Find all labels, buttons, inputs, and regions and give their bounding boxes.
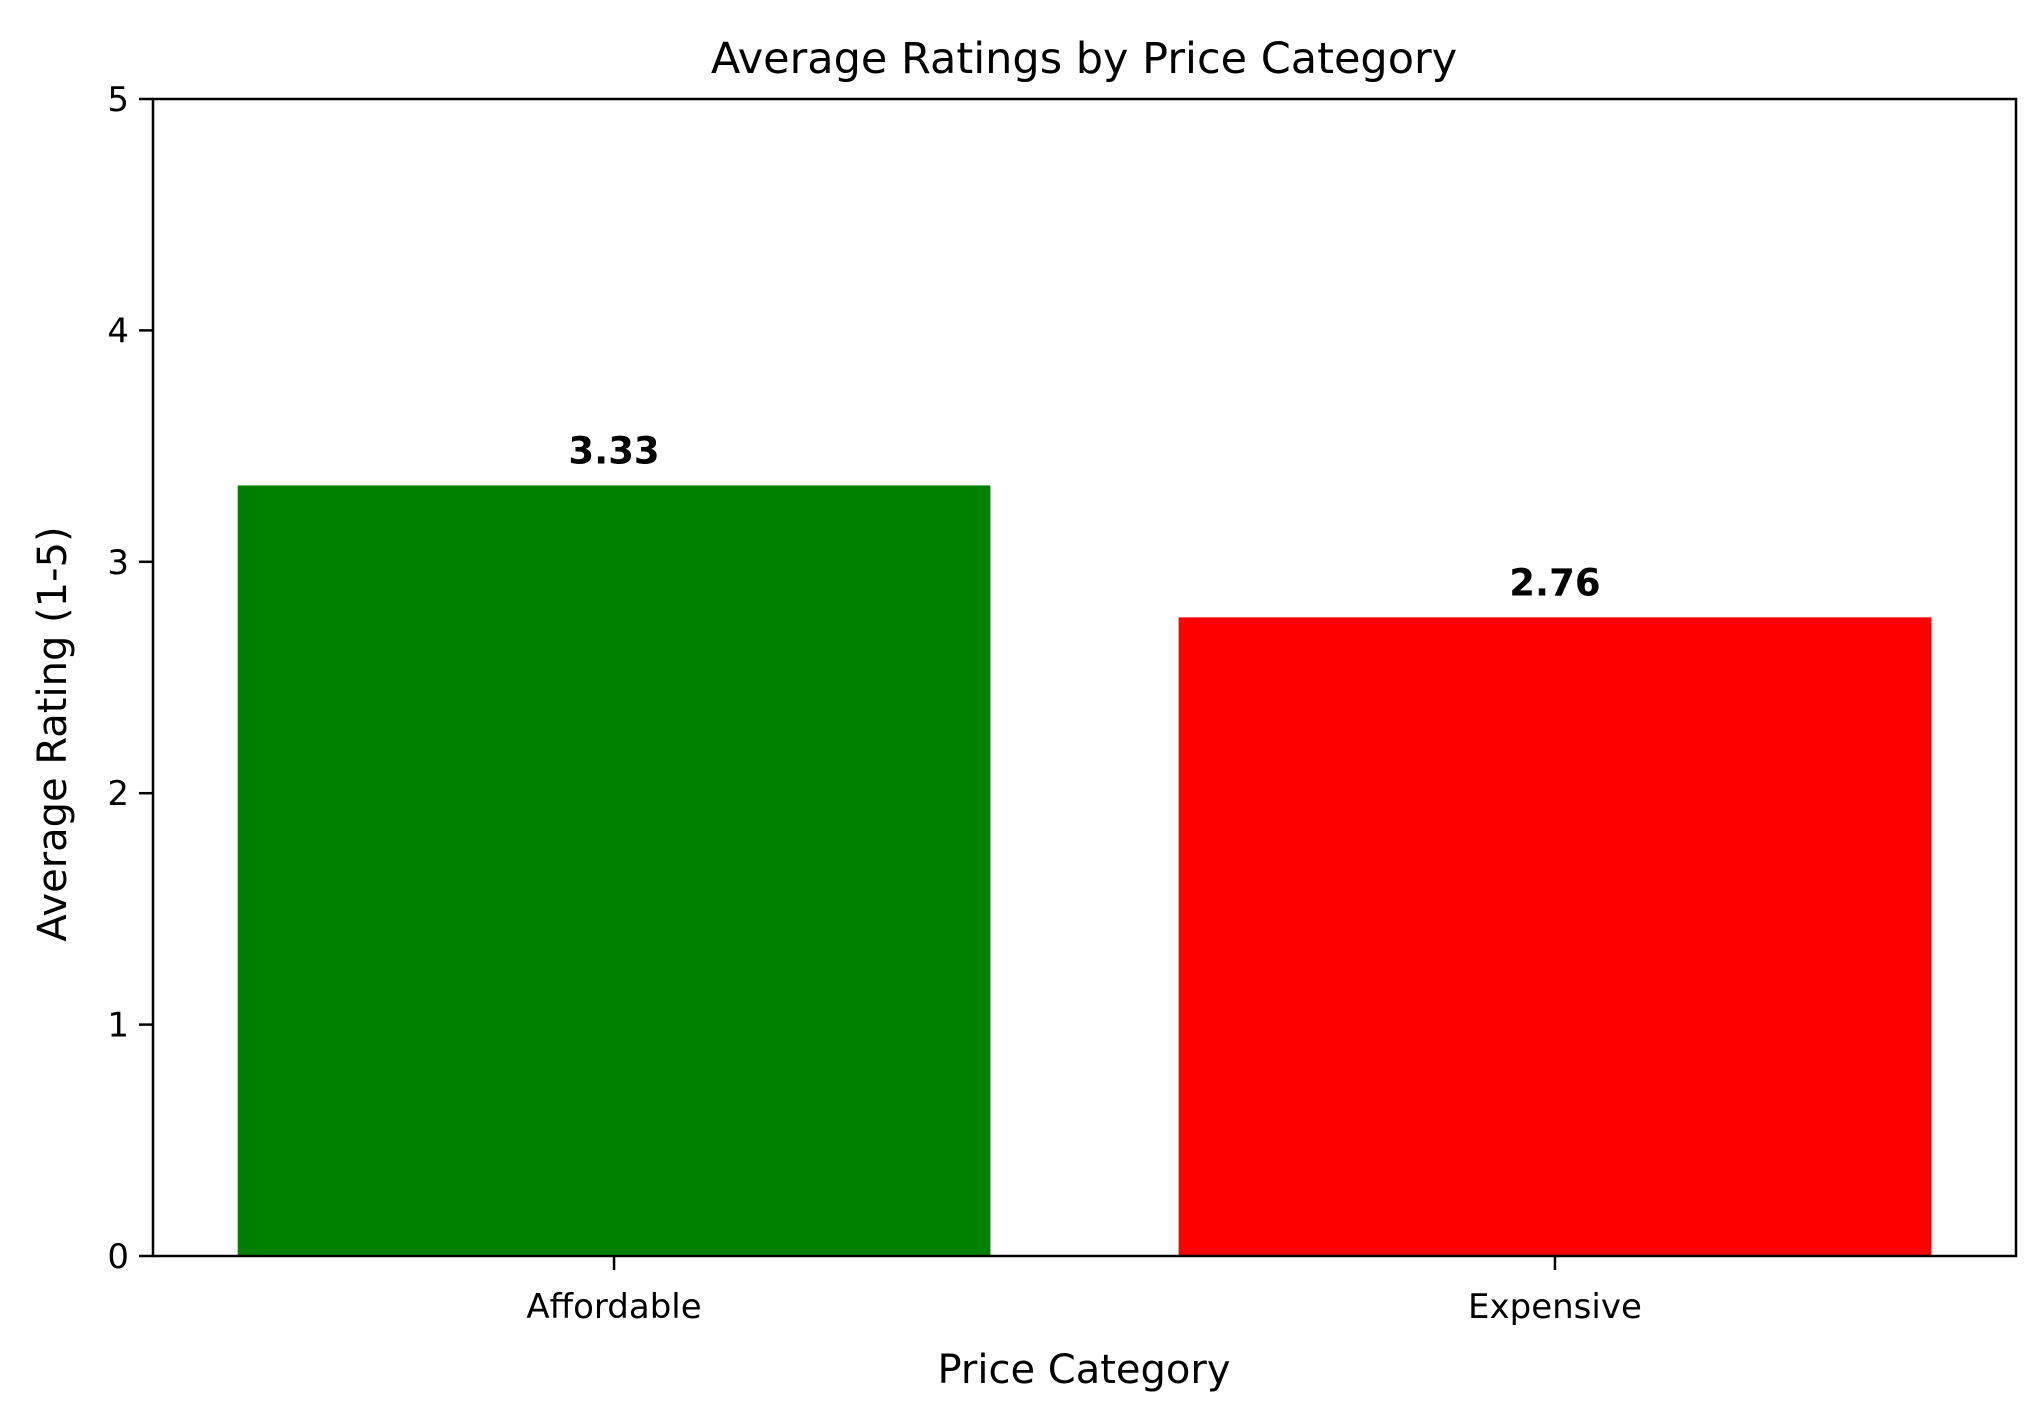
x-axis: Affordable Expensive (526, 1256, 1642, 1327)
data-label-expensive: 2.76 (1509, 561, 1600, 604)
chart-title: Average Ratings by Price Category (711, 34, 1457, 84)
x-tick-label-expensive: Expensive (1468, 1287, 1642, 1327)
data-label-affordable: 3.33 (568, 429, 659, 472)
y-tick-label-3: 3 (107, 543, 129, 583)
y-tick-label-1: 1 (107, 1006, 129, 1046)
bar-expensive (1178, 617, 1932, 1256)
y-tick-label-0: 0 (107, 1237, 129, 1277)
plot-area: 3.33 2.76 0 1 2 3 4 5 Affordable Expensive (107, 80, 2018, 1327)
y-axis-label: Average Rating (1-5) (30, 526, 76, 941)
y-axis: 0 1 2 3 4 5 (107, 80, 153, 1277)
x-tick-label-affordable: Affordable (526, 1287, 701, 1327)
data-labels-group: 3.33 2.76 (568, 429, 1600, 604)
y-tick-label-4: 4 (107, 311, 129, 351)
bars-group (237, 485, 1932, 1256)
plot-frame (151, 97, 2018, 1258)
x-axis-label: Price Category (937, 1347, 1230, 1393)
y-tick-label-2: 2 (107, 774, 129, 814)
bar-affordable (237, 485, 991, 1256)
y-tick-label-5: 5 (107, 80, 129, 120)
